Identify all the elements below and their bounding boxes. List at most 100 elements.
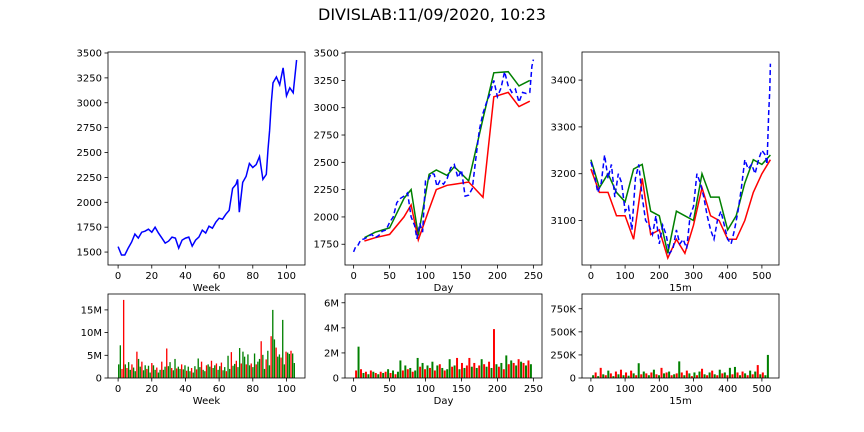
price-day-ytick-label: 2750: [314, 131, 339, 142]
volume-day-ytick-label: 6M: [324, 298, 339, 309]
volume-week-xtick-label: 40: [179, 384, 192, 395]
volume-week-bar: [157, 372, 160, 378]
volume-15m-bar: [761, 372, 764, 378]
price-week-xlabel: Week: [193, 283, 221, 294]
volume-day-bar: [475, 367, 478, 378]
volume-week-bar: [207, 364, 209, 378]
volume-day-ytick-label: 4M: [324, 323, 339, 334]
volume-week-bar: [195, 369, 198, 378]
price-day-high-line: [364, 70, 531, 239]
volume-day-bar: [453, 365, 456, 378]
volume-week-bar: [167, 366, 170, 378]
volume-week-bar: [270, 336, 272, 378]
volume-week-bar: [151, 363, 153, 378]
volume-15m-bar: [622, 375, 625, 378]
volume-day-bar: [367, 374, 370, 378]
volume-day-bar: [364, 371, 367, 378]
volume-15m-bar: [635, 375, 638, 378]
volume-week-bar: [234, 363, 236, 378]
volume-day-bar: [431, 361, 434, 378]
volume-15m-bar: [766, 354, 769, 378]
volume-15m-bar: [652, 369, 655, 378]
volume-week-bar: [268, 365, 271, 378]
volume-week-bar: [185, 370, 188, 378]
volume-week-bar: [215, 363, 218, 378]
volume-week-bar: [187, 366, 189, 378]
volume-day-xtick-label: 200: [488, 384, 507, 395]
volume-week-bar: [142, 370, 145, 378]
volume-15m-bar: [680, 372, 683, 378]
price-day-xtick-label: 100: [416, 271, 435, 282]
volume-week-bar: [247, 354, 249, 378]
price-day-xtick-label: 150: [452, 271, 471, 282]
volume-day-bar: [392, 370, 394, 378]
volume-day-bar: [510, 360, 513, 378]
volume-week-bar: [292, 353, 294, 378]
price-15m-xtick-label: 200: [650, 271, 669, 282]
volume-week-bar: [224, 367, 226, 378]
volume-15m-bar: [592, 375, 595, 378]
volume-15m-bar: [698, 371, 701, 378]
volume-week-bar: [210, 360, 213, 378]
price-day-ytick-label: 2500: [314, 158, 339, 169]
volume-day-bar: [490, 367, 493, 378]
volume-day-bar: [419, 366, 422, 378]
volume-15m-bar: [640, 374, 643, 378]
volume-week-bar: [263, 368, 266, 378]
volume-15m-bar: [726, 375, 729, 378]
volume-day-bar: [465, 365, 468, 378]
volume-week-bar: [136, 351, 138, 378]
volume-15m-bar: [756, 365, 759, 378]
volume-week-bar: [134, 371, 136, 378]
volume-15m-bar: [617, 374, 620, 378]
volume-week-bar: [139, 366, 141, 378]
volume-15m-xtick-label: 500: [752, 384, 771, 395]
volume-day-bar: [500, 362, 503, 378]
volume-15m-bar: [602, 374, 605, 378]
volume-day-bar: [517, 359, 520, 378]
price-15m-ytick-label: 3300: [551, 122, 576, 133]
volume-week-bar: [202, 369, 204, 378]
volume-week-bar: [131, 364, 133, 378]
volume-day-xtick-label: 0: [350, 384, 356, 395]
volume-week-bar: [252, 367, 254, 378]
volume-day-bar: [401, 370, 404, 378]
volume-week-bar: [171, 368, 173, 378]
price-15m-ytick-label: 3100: [551, 216, 576, 227]
price-day-xtick-label: 200: [488, 271, 507, 282]
volume-day-xtick-label: 100: [416, 384, 435, 395]
volume-week-bar: [283, 364, 286, 378]
volume-week-bar: [180, 364, 183, 378]
volume-week-bar: [189, 371, 191, 378]
volume-15m-bar: [723, 372, 726, 378]
volume-day-bar: [458, 369, 461, 378]
price-day-ytick-label: 1750: [314, 240, 339, 251]
volume-week-bar: [217, 369, 219, 378]
price-week-xtick-label: 20: [145, 271, 158, 282]
volume-week-bar: [184, 365, 186, 378]
volume-day-bar: [502, 369, 505, 378]
price-week-ytick-label: 3250: [77, 73, 102, 84]
volume-15m-bar: [604, 375, 607, 378]
volume-day-bar: [394, 374, 397, 378]
volume-15m-bar: [627, 375, 630, 378]
volume-week-bar: [237, 367, 239, 378]
volume-week-bar: [209, 366, 211, 378]
price-week-xtick-label: 80: [246, 271, 259, 282]
volume-day-bar: [522, 362, 525, 378]
price-15m-high-line: [590, 154, 771, 254]
volume-week-bar: [288, 353, 291, 378]
volume-week-bar: [250, 363, 252, 378]
volume-day-bar: [505, 355, 508, 378]
price-15m-low-line: [590, 159, 772, 261]
volume-15m-bar: [701, 368, 704, 378]
volume-week-bar: [156, 367, 158, 378]
volume-day-bar: [515, 365, 518, 378]
volume-day-bar: [488, 361, 491, 378]
volume-15m-bar: [718, 369, 721, 378]
price-day-xtick-label: 50: [383, 271, 396, 282]
price-week-ytick-label: 3500: [77, 48, 102, 59]
volume-day-bar: [406, 369, 409, 378]
volume-15m-ytick-label: 250K: [550, 350, 576, 361]
price-week-ytick-label: 3000: [77, 98, 102, 109]
